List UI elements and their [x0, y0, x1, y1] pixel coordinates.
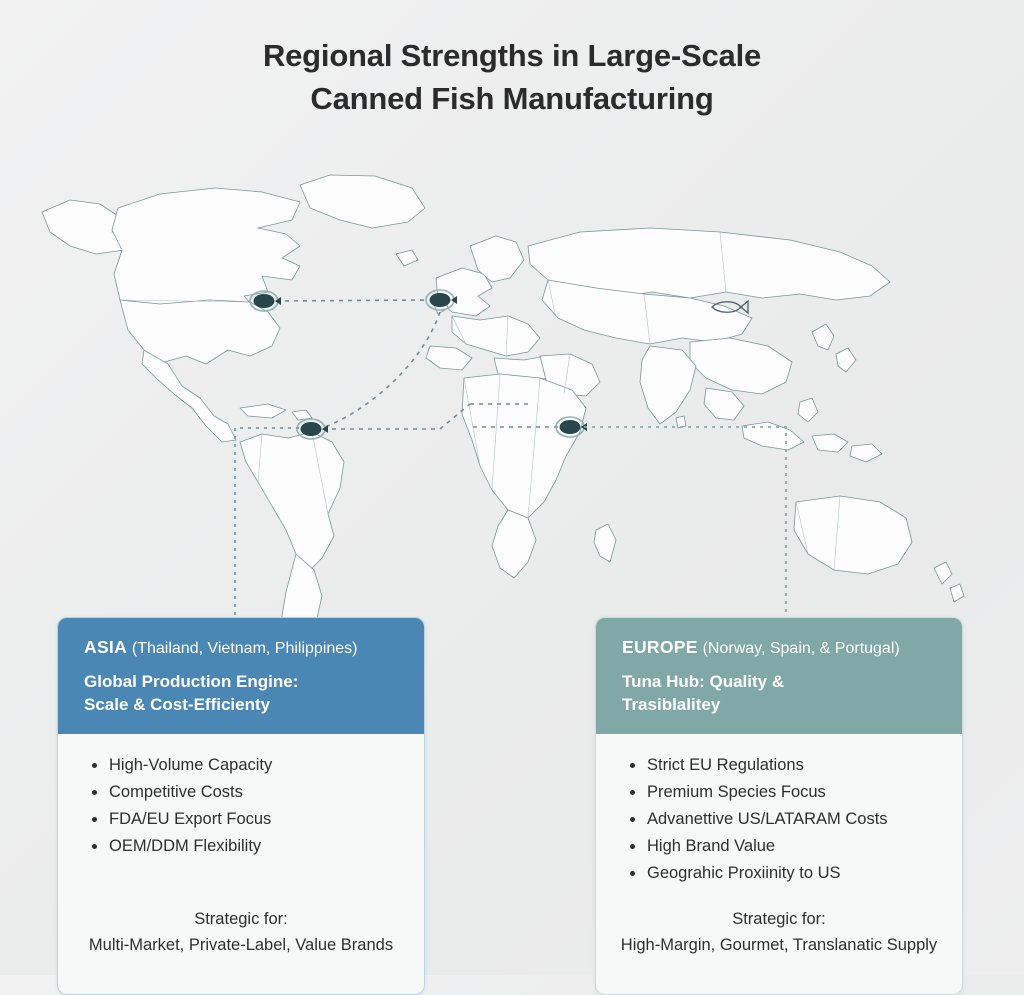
region-countries-europe: (Norway, Spain, & Portugal) — [702, 640, 900, 657]
list-item: High Brand Value — [626, 833, 940, 860]
card-tagline-europe-line-2: Trasiblalitey — [622, 695, 721, 714]
card-tagline-asia-line-2: Scale & Cost-Efficienty — [84, 695, 271, 714]
strategic-value-asia: Multi-Market, Private-Label, Value Brand… — [88, 936, 394, 954]
card-footer-spacer-europe — [596, 887, 962, 906]
benefit-list-europe: Strict EU Regulations Premium Species Fo… — [626, 752, 940, 887]
list-item: OEM/DDM Flexibility — [88, 833, 402, 860]
region-countries-asia: (Thailand, Vietnam, Philippines) — [131, 640, 358, 657]
world-map — [0, 150, 1024, 620]
card-body-asia: High-Volume Capacity Competitive Costs F… — [58, 734, 424, 994]
strategic-value-europe: High-Margin, Gourmet, Translanatic Suppl… — [620, 936, 938, 954]
list-item: High-Volume Capacity — [88, 752, 402, 779]
region-card-asia[interactable]: ASIA (Thailand, Vietnam, Philippines) Gl… — [57, 617, 425, 995]
strategic-label-europe: Strategic for: — [732, 910, 826, 928]
list-item: Geograhic Proxiinity to US — [626, 860, 940, 887]
region-name-asia: ASIA — [84, 637, 128, 657]
card-tagline-asia-line-1: Global Production Engine: — [84, 672, 299, 691]
world-map-svg — [41, 174, 965, 620]
strategic-label-asia: Strategic for: — [194, 910, 288, 928]
card-tagline-asia: Global Production Engine: Scale & Cost-E… — [84, 670, 402, 716]
benefit-list-asia: High-Volume Capacity Competitive Costs F… — [88, 752, 402, 860]
fish-outline-asia — [711, 299, 749, 315]
region-heading-europe: EUROPE (Norway, Spain, & Portugal) — [622, 635, 940, 661]
card-tagline-europe: Tuna Hub: Quality & Trasiblalitey — [622, 670, 940, 716]
page-title-line-1: Regional Strengths in Large-Scale — [262, 38, 762, 73]
card-tagline-europe-line-1: Tuna Hub: Quality & — [622, 672, 785, 691]
list-item: Strict EU Regulations — [626, 752, 940, 779]
list-item: FDA/EU Export Focus — [88, 806, 402, 833]
region-name-europe: EUROPE — [622, 637, 698, 657]
card-footer-europe: Strategic for: High-Margin, Gourmet, Tra… — [596, 906, 962, 974]
list-item: Premium Species Focus — [626, 779, 940, 806]
map-landmasses — [41, 174, 965, 620]
region-heading-asia: ASIA (Thailand, Vietnam, Philippines) — [84, 635, 402, 661]
page-title-line-2: Canned Fish Manufacturing — [310, 81, 714, 116]
card-header-europe: EUROPE (Norway, Spain, & Portugal) Tuna … — [596, 618, 962, 734]
card-body-europe: Strict EU Regulations Premium Species Fo… — [596, 734, 962, 994]
card-header-asia: ASIA (Thailand, Vietnam, Philippines) Gl… — [58, 618, 424, 734]
list-item: Competitive Costs — [88, 779, 402, 806]
page-title: Regional Strengths in Large-Scale Canned… — [0, 34, 1024, 120]
region-card-europe[interactable]: EUROPE (Norway, Spain, & Portugal) Tuna … — [595, 617, 963, 995]
card-footer-spacer-asia — [58, 860, 424, 906]
list-item: Advanettive US/LATARAM Costs — [626, 806, 940, 833]
card-footer-asia: Strategic for: Multi-Market, Private-Lab… — [58, 906, 424, 974]
